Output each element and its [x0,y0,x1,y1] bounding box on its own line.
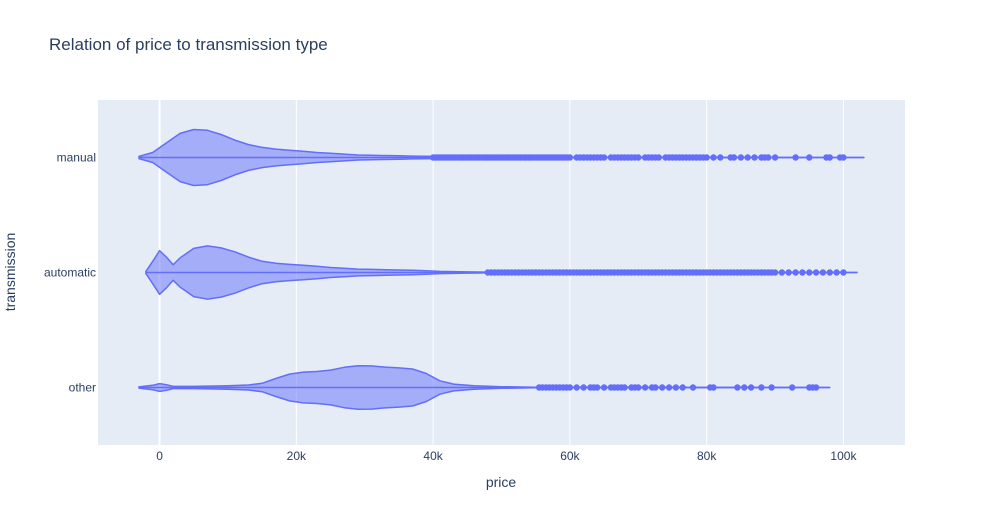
outlier-point [792,269,799,276]
x-tick-label: 80k [697,449,717,463]
violins [138,128,865,411]
outlier-point [659,384,666,391]
outlier-point [812,384,820,391]
outlier-point [566,384,574,391]
outlier-point [806,269,813,276]
outlier-point [840,269,847,276]
outlier-point [799,269,806,276]
outlier-point [758,384,765,391]
outlier-point [672,384,680,391]
x-tick-label: 100k [830,449,857,463]
outlier-point [789,384,796,391]
outlier-point [689,384,697,391]
y-axis-title: transmission [2,233,18,312]
x-tick-label: 40k [423,449,443,463]
outlier-point [594,384,601,391]
outlier-point [641,384,649,391]
violin-other [138,364,831,411]
y-tick-labels: manual automatic other [44,151,96,395]
x-tick-label: 60k [560,449,580,463]
y-tick-label: other [69,381,96,395]
outlier-point [792,154,799,161]
outlier-point [826,269,833,276]
outlier-point [806,154,813,161]
outlier-point [840,154,847,161]
outlier-point [635,384,642,391]
outlier-point [730,154,738,161]
outlier-point [744,154,751,161]
outlier-point [573,384,580,391]
outlier-point [737,154,745,161]
outlier-point [652,384,659,391]
outlier-point [600,154,608,161]
outlier-point [621,384,628,391]
outlier-point [765,154,772,161]
x-tick-label: 0 [156,449,163,463]
x-tick-label: 20k [287,449,307,463]
outlier-point [768,384,775,391]
outlier-point [833,269,840,276]
x-tick-labels: 0 20k 40k 60k 80k 100k [156,449,857,463]
outlier-point [580,384,587,391]
outlier-point [785,269,792,276]
outlier-point [747,384,755,391]
violin-automatic [145,245,858,300]
outlier-point [710,154,717,161]
outlier-point [751,154,758,161]
outlier-point [600,384,608,391]
outlier-point [717,154,724,161]
outlier-point [819,269,827,276]
outlier-point [771,154,779,161]
outlier-point [635,154,642,161]
outlier-point [826,154,833,161]
outlier-point [734,384,741,391]
outlier-point [679,384,686,391]
y-tick-label: automatic [44,266,96,280]
violin-manual [138,128,865,187]
outlier-point [741,384,748,391]
outlier-point [710,384,717,391]
chart-title: Relation of price to transmission type [49,35,328,54]
outlier-point [812,269,820,276]
outlier-point [778,269,786,276]
outlier-point [566,154,574,161]
outlier-point [655,154,662,161]
outlier-point [703,154,710,161]
outlier-point [771,269,779,276]
x-axis-title: price [486,474,517,490]
outlier-point [665,384,673,391]
y-tick-label: manual [57,151,96,165]
